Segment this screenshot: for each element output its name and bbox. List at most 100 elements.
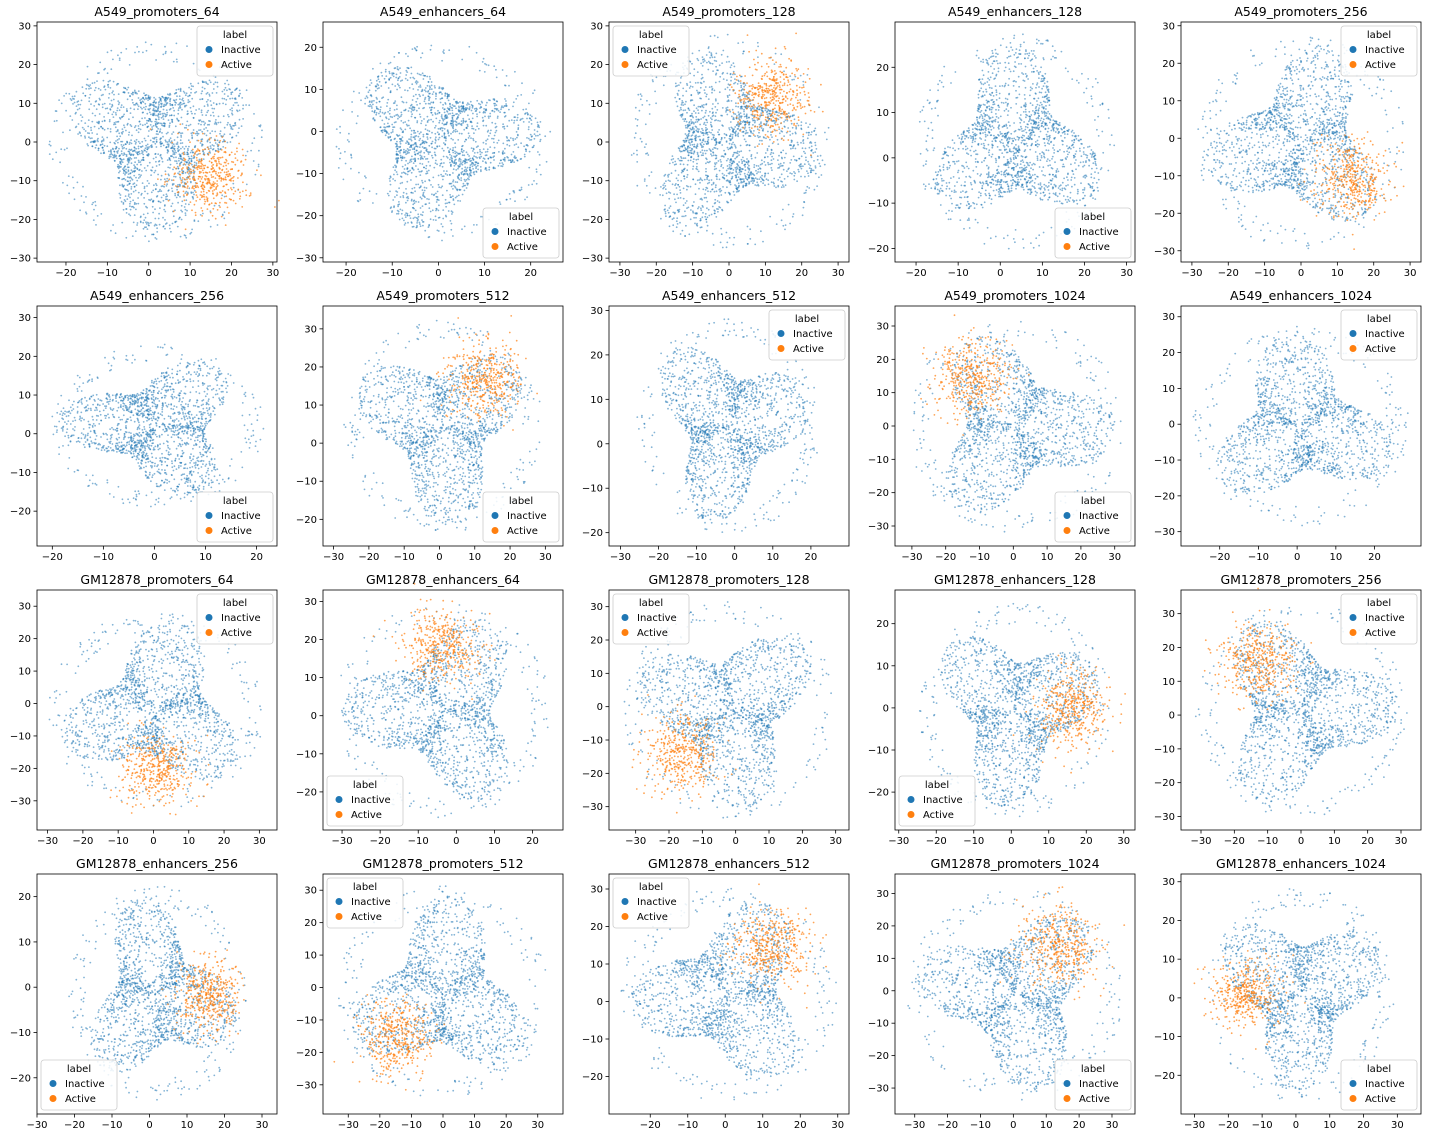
inactive-point bbox=[520, 94, 523, 96]
inactive-point bbox=[381, 111, 384, 114]
inactive-point bbox=[680, 103, 683, 106]
inactive-point bbox=[466, 123, 469, 126]
inactive-point bbox=[401, 79, 404, 82]
inactive-point bbox=[471, 117, 474, 120]
chart-title: A549_enhancers_64 bbox=[380, 4, 506, 19]
inactive-point bbox=[400, 120, 403, 122]
inactive-point bbox=[184, 212, 187, 215]
inactive-point bbox=[165, 146, 168, 148]
inactive-point bbox=[791, 132, 794, 135]
inactive-point bbox=[383, 113, 386, 115]
inactive-point bbox=[778, 112, 780, 114]
inactive-point bbox=[446, 96, 449, 98]
inactive-point bbox=[674, 184, 676, 187]
inactive-point bbox=[187, 159, 190, 162]
inactive-point bbox=[465, 120, 467, 123]
inactive-point bbox=[454, 105, 456, 107]
inactive-point bbox=[535, 182, 538, 185]
inactive-point bbox=[400, 113, 403, 116]
inactive-point bbox=[177, 109, 180, 112]
inactive-point bbox=[758, 131, 760, 134]
inactive-point bbox=[422, 193, 425, 196]
inactive-point bbox=[80, 120, 83, 122]
inactive-point bbox=[146, 180, 149, 182]
inactive-point bbox=[153, 171, 156, 174]
inactive-point bbox=[544, 135, 547, 138]
inactive-point bbox=[780, 186, 783, 189]
inactive-point bbox=[175, 89, 178, 91]
inactive-point bbox=[388, 70, 391, 73]
inactive-point bbox=[697, 91, 699, 94]
active-point bbox=[183, 199, 186, 202]
inactive-point bbox=[235, 134, 238, 137]
inactive-point bbox=[457, 174, 460, 177]
inactive-point bbox=[452, 138, 454, 141]
inactive-point bbox=[787, 112, 790, 114]
inactive-point bbox=[201, 98, 204, 100]
inactive-point bbox=[358, 171, 360, 174]
inactive-point bbox=[457, 114, 460, 116]
inactive-point bbox=[475, 224, 478, 226]
inactive-point bbox=[259, 124, 262, 127]
inactive-point bbox=[687, 107, 690, 110]
inactive-point bbox=[129, 172, 132, 175]
inactive-point bbox=[135, 184, 138, 187]
inactive-point bbox=[97, 87, 100, 90]
inactive-point bbox=[760, 114, 763, 117]
inactive-point bbox=[447, 108, 450, 111]
inactive-point bbox=[148, 146, 151, 148]
inactive-point bbox=[169, 97, 172, 100]
inactive-point bbox=[672, 158, 675, 160]
inactive-point bbox=[733, 82, 735, 85]
inactive-point bbox=[473, 173, 476, 176]
inactive-point bbox=[419, 196, 422, 199]
inactive-point bbox=[674, 198, 676, 201]
inactive-point bbox=[484, 151, 487, 153]
inactive-point bbox=[188, 157, 191, 160]
inactive-point bbox=[125, 236, 128, 239]
inactive-point bbox=[409, 169, 411, 172]
inactive-point bbox=[178, 157, 180, 160]
inactive-point bbox=[120, 140, 122, 143]
inactive-point bbox=[396, 158, 399, 160]
inactive-point bbox=[423, 118, 425, 120]
inactive-point bbox=[740, 158, 743, 161]
inactive-point bbox=[75, 90, 78, 93]
inactive-point bbox=[140, 174, 142, 177]
inactive-point bbox=[504, 115, 507, 117]
inactive-point bbox=[198, 158, 201, 161]
inactive-point bbox=[159, 130, 162, 133]
active-point bbox=[206, 197, 209, 200]
inactive-point bbox=[719, 188, 722, 190]
inactive-point bbox=[209, 100, 212, 102]
inactive-point bbox=[400, 115, 402, 117]
inactive-point bbox=[466, 153, 469, 156]
inactive-point bbox=[137, 131, 140, 134]
inactive-point bbox=[109, 79, 111, 82]
inactive-point bbox=[498, 151, 500, 153]
inactive-point bbox=[463, 225, 466, 228]
inactive-point bbox=[118, 116, 121, 119]
active-point bbox=[202, 171, 205, 174]
inactive-point bbox=[424, 74, 426, 77]
inactive-point bbox=[739, 144, 742, 147]
inactive-point bbox=[399, 208, 402, 211]
inactive-point bbox=[433, 151, 436, 154]
inactive-point bbox=[681, 145, 684, 148]
inactive-point bbox=[248, 104, 251, 107]
inactive-point bbox=[405, 153, 407, 156]
inactive-point bbox=[707, 114, 710, 117]
inactive-point bbox=[59, 161, 61, 164]
inactive-point bbox=[86, 132, 89, 134]
inactive-point bbox=[73, 198, 76, 201]
inactive-point bbox=[389, 176, 392, 179]
inactive-point bbox=[88, 132, 91, 135]
inactive-point bbox=[155, 182, 157, 185]
inactive-point bbox=[748, 93, 751, 96]
inactive-point bbox=[402, 191, 405, 194]
inactive-point bbox=[671, 155, 674, 158]
inactive-point bbox=[757, 183, 759, 186]
inactive-point bbox=[710, 153, 712, 156]
inactive-point bbox=[717, 160, 720, 162]
inactive-point bbox=[192, 129, 195, 131]
